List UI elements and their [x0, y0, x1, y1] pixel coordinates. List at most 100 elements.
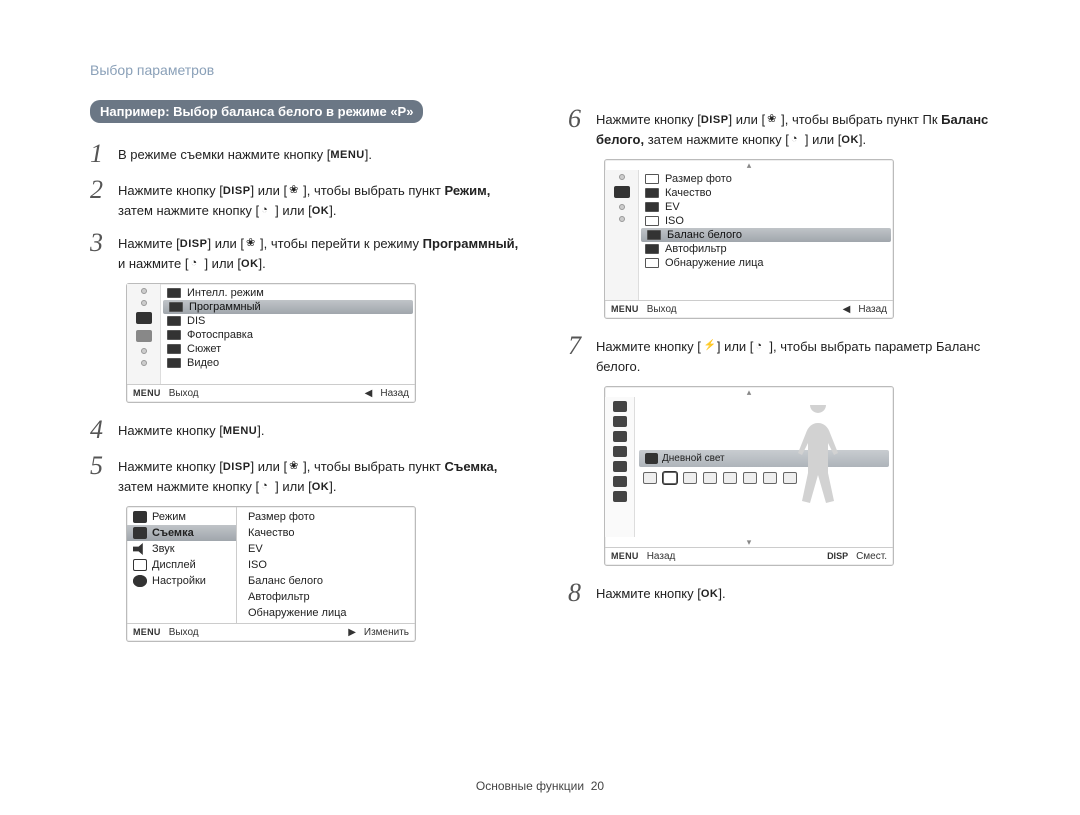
macro-icon: [766, 113, 780, 126]
disp-label: DISP: [827, 551, 848, 562]
list-item: Настройки: [127, 573, 236, 589]
menu-label: MENU: [133, 388, 161, 399]
list-item: Обнаружение лица: [237, 605, 415, 621]
setting-icon: [613, 446, 627, 457]
step-2: 2 Нажмите кнопку [DISP] или [], чтобы вы…: [90, 177, 520, 220]
label: DIS: [187, 315, 205, 327]
ok-button-label: OK: [312, 203, 330, 220]
timer-icon: [754, 340, 768, 353]
mode-icon: [167, 330, 181, 340]
t: затем нажмите кнопку [: [118, 479, 259, 494]
setting-icon: [613, 491, 627, 502]
step-1: 1 В режиме съемки нажмите кнопку [MENU].: [90, 141, 520, 167]
back-label: Назад: [647, 551, 676, 562]
step-8: 8 Нажмите кнопку [OK].: [568, 580, 998, 606]
pane-left: Режим Съемка Звук Дисплей Настройки: [127, 507, 237, 623]
label: Съемка: [152, 527, 194, 539]
t: Нажмите кнопку [: [596, 112, 701, 127]
back-label: Назад: [858, 304, 887, 315]
t: ] или [: [805, 132, 842, 147]
mode-icon: [167, 316, 181, 326]
menu-button-label: MENU: [330, 147, 364, 164]
wb-option-icon: [703, 472, 717, 484]
t: Нажмите кнопку [: [596, 339, 701, 354]
setting-icon: [613, 461, 627, 472]
ok-button-label: OK: [312, 479, 330, 496]
wb-label: Дневной свет: [662, 453, 725, 464]
setting-icon: [613, 431, 627, 442]
label: Баланс белого: [248, 575, 323, 587]
step-text: Нажмите кнопку [] или [], чтобы выбрать …: [596, 333, 998, 376]
timer-icon: [790, 133, 804, 146]
label: Звук: [152, 543, 175, 555]
step-number: 7: [568, 333, 596, 359]
exit-label: Выход: [169, 388, 199, 399]
t: ] или [: [717, 339, 754, 354]
step-7: 7 Нажмите кнопку [] или [], чтобы выбрат…: [568, 333, 998, 376]
list-item: Обнаружение лица: [639, 256, 893, 270]
t: ] или [: [207, 236, 244, 251]
disp-button-label: DISP: [701, 112, 729, 129]
t: ].: [859, 132, 866, 147]
t: Нажмите кнопку [: [118, 423, 223, 438]
label: Обнаружение лица: [248, 607, 347, 619]
t: ] или [: [275, 479, 312, 494]
text: В режиме съемки нажмите кнопку [: [118, 147, 330, 162]
list-item: EV: [237, 541, 415, 557]
ok-button-label: OK: [701, 586, 719, 603]
ok-button-label: OK: [841, 132, 859, 149]
list-item: Автофильтр: [237, 589, 415, 605]
dot-icon: [619, 204, 625, 210]
disp-button-label: DISP: [223, 459, 251, 476]
label: Интелл. режим: [187, 287, 264, 299]
menu-label: MENU: [133, 627, 161, 638]
page-header: Выбор параметров: [90, 62, 214, 78]
lcd-footer: MENU Выход ◀ Назад: [605, 300, 893, 318]
t: ].: [329, 479, 336, 494]
label: Автофильтр: [248, 591, 310, 603]
t: ].: [257, 423, 264, 438]
lcd-settings-twopane: Режим Съемка Звук Дисплей Настройки Разм…: [126, 506, 416, 642]
list-item: DIS: [161, 314, 415, 328]
label: EV: [248, 543, 263, 555]
wb-panel: Дневной свет: [635, 397, 893, 537]
wb-option-icon: [723, 472, 737, 484]
macro-icon: [288, 184, 302, 197]
back-arrow-icon: ◀: [365, 388, 373, 399]
setting-icon: [645, 188, 659, 198]
step-number: 2: [90, 177, 118, 203]
back-label: Назад: [380, 388, 409, 399]
step-number: 4: [90, 417, 118, 443]
t: Нажмите кнопку [: [118, 459, 223, 474]
change-label: Изменить: [364, 627, 409, 638]
setting-icon: [647, 230, 661, 240]
label: Качество: [665, 187, 712, 199]
step-6: 6 Нажмите кнопку [DISP] или [], чтобы вы…: [568, 106, 998, 149]
label: EV: [665, 201, 680, 213]
t: ] или [: [275, 203, 312, 218]
disp-button-label: DISP: [180, 236, 208, 253]
step-number: 3: [90, 230, 118, 256]
t: ], чтобы выбрать пункт: [303, 459, 444, 474]
lcd-left-rail: [127, 284, 161, 384]
gear-icon: [133, 575, 147, 587]
label: Программный: [189, 301, 261, 313]
dot-icon: [619, 216, 625, 222]
t: ].: [329, 203, 336, 218]
lcd-left-rail: [605, 170, 639, 300]
label: Сюжет: [187, 343, 221, 355]
setting-icon: [613, 416, 627, 427]
t: ] или [: [204, 256, 241, 271]
back-arrow-icon: ◀: [843, 304, 851, 315]
display-icon: [133, 559, 147, 571]
list-item: Качество: [237, 525, 415, 541]
step-4: 4 Нажмите кнопку [MENU].: [90, 417, 520, 443]
setting-icon: [645, 174, 659, 184]
label: Настройки: [152, 575, 206, 587]
dot-icon: [141, 300, 147, 306]
up-caret-icon: ▴: [605, 160, 893, 170]
dot-icon: [619, 174, 625, 180]
exit-label: Выход: [169, 627, 199, 638]
lcd-footer: MENU Выход ◀ Назад: [127, 384, 415, 402]
list-item-selected: Программный: [163, 300, 413, 314]
